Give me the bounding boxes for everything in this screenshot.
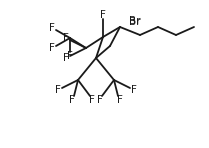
Text: Br: Br <box>129 16 140 26</box>
Text: F: F <box>117 95 123 105</box>
Text: F: F <box>100 10 106 20</box>
Text: F: F <box>97 95 103 105</box>
Text: F: F <box>63 53 69 63</box>
Text: F: F <box>67 51 73 61</box>
Text: F: F <box>49 43 55 53</box>
Text: F: F <box>63 33 69 43</box>
Text: F: F <box>89 95 95 105</box>
Text: F: F <box>69 95 75 105</box>
Text: Br: Br <box>129 17 140 27</box>
Text: F: F <box>131 85 137 95</box>
Text: F: F <box>55 85 61 95</box>
Text: F: F <box>49 23 55 33</box>
